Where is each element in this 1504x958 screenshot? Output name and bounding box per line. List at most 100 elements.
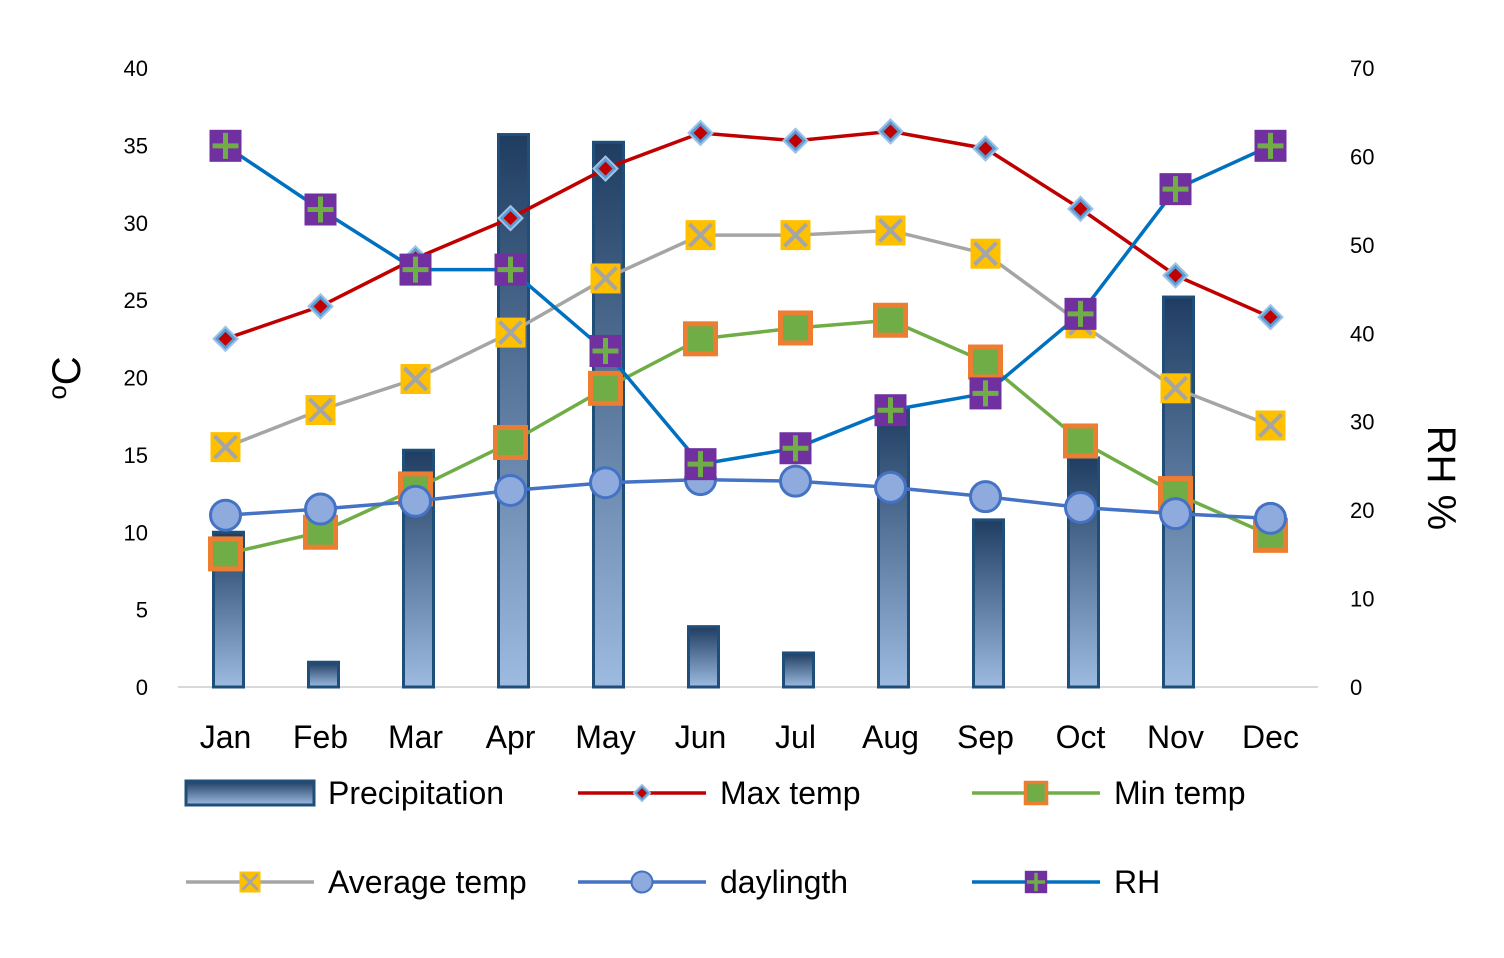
precipitation-bar [687,625,720,689]
rh-marker [589,334,622,367]
rh-line [224,144,1272,467]
y-left-tick-label: 30 [124,211,148,236]
x-tick-label: Dec [1242,719,1299,755]
x-tick-label: Mar [388,719,443,755]
min-temp-marker [968,344,1003,380]
legend-item-precipitation: Precipitation [184,775,504,811]
average-temp-marker [495,317,526,348]
min-temp-marker [683,321,718,357]
precipitation-bar [592,140,625,689]
max-temp-marker [307,292,334,320]
y-left-tick-label: 35 [124,133,148,158]
max-temp-marker [782,127,809,155]
daylingth-marker [494,473,527,507]
x-tick-label: Sep [957,719,1014,755]
daylingth-marker [1064,490,1097,524]
rh-marker [874,394,907,427]
y-right-tick-label: 70 [1350,56,1374,81]
legend-item-daylingth: daylingth [578,864,848,900]
legend-label: RH [1114,864,1160,900]
daylingth-marker [399,484,432,518]
x-tick-label: Jan [200,719,252,755]
average-temp-marker [590,263,621,294]
daylingth-marker [1159,497,1192,531]
average-temp-marker [400,364,431,395]
min-temp-marker [588,370,623,406]
y-left-tick-label: 0 [136,675,148,700]
x-tick-label: Aug [862,719,919,755]
legend-label: daylingth [720,864,848,900]
daylingth-line [225,477,1271,521]
average-temp-marker [970,238,1001,269]
x-tick-label: Nov [1147,719,1204,755]
legend-label: Average temp [328,864,527,900]
series-min-temp [208,302,1288,572]
degree-unit: C [45,356,89,385]
x-tick-label: Jun [675,719,727,755]
y-left-tick-label: 20 [124,366,148,391]
max-temp-marker [212,325,239,353]
min-temp-marker [873,302,908,338]
average-temp-marker [780,220,811,251]
rh-marker [684,448,717,481]
daylingth-marker [1254,501,1287,535]
min-temp-marker [1063,423,1098,459]
rh-marker [1254,129,1287,162]
legend-label: Min temp [1114,775,1246,811]
series-daylingth [209,463,1287,535]
max-temp-marker [687,119,714,147]
rh-marker [779,432,812,465]
max-temp-marker [592,155,619,183]
daylingth-marker [589,466,622,500]
y-right-tick-label: 40 [1350,321,1374,346]
legend-swatch-marker [632,783,652,803]
line-series-group [208,118,1288,572]
precipitation-bar [972,518,1005,689]
legend-item-average-temp: Average temp [186,864,527,900]
y-right-axis-title: RH % [1419,426,1463,530]
degree-symbol: o [42,385,72,399]
max-temp-marker [972,135,999,162]
x-tick-label: May [575,719,635,755]
rh-marker [1064,297,1097,330]
legend-item-rh: RH [972,864,1160,900]
daylingth-marker [209,498,242,532]
average-temp-line [224,228,1272,449]
y-right-tick-label: 60 [1350,144,1374,169]
y-right-tick-label: 20 [1350,498,1374,523]
y-left-axis-title: oC [42,356,89,399]
rh-marker [399,253,432,286]
legend-item-min-temp: Min temp [972,775,1246,811]
precipitation-bar [782,651,815,689]
y-right-tick-label: 10 [1350,587,1374,612]
average-temp-marker [210,432,241,463]
rh-marker [209,129,242,162]
x-tick-label: Feb [293,719,348,755]
rh-marker [1159,173,1192,206]
min-temp-marker [208,536,243,572]
daylingth-marker [304,492,337,526]
max-temp-marker [497,204,524,232]
rh-marker [304,193,337,226]
y-left-tick-label: 5 [136,598,148,623]
min-temp-line [225,318,1272,556]
x-tick-label: Jul [775,719,816,755]
series-rh [209,129,1287,481]
average-temp-marker [685,220,716,251]
y-left-tick-label: 25 [124,288,148,313]
precipitation-bar [307,660,340,689]
max-temp-marker [1067,195,1094,223]
legend-swatch-marker [239,871,261,893]
y-left-tick-label: 15 [124,443,148,468]
max-temp-marker [1257,303,1284,331]
y-right-tick-label: 50 [1350,233,1374,258]
precipitation-bar [497,133,530,689]
legend-label: Max temp [720,775,860,811]
max-temp-marker [1162,261,1189,289]
average-temp-marker [305,394,336,425]
legend: Precipitation Max temp Min temp Average tem… [184,775,1246,900]
legend-swatch-marker [630,870,654,894]
average-temp-marker [1255,410,1286,441]
average-temp-marker [1160,373,1191,404]
